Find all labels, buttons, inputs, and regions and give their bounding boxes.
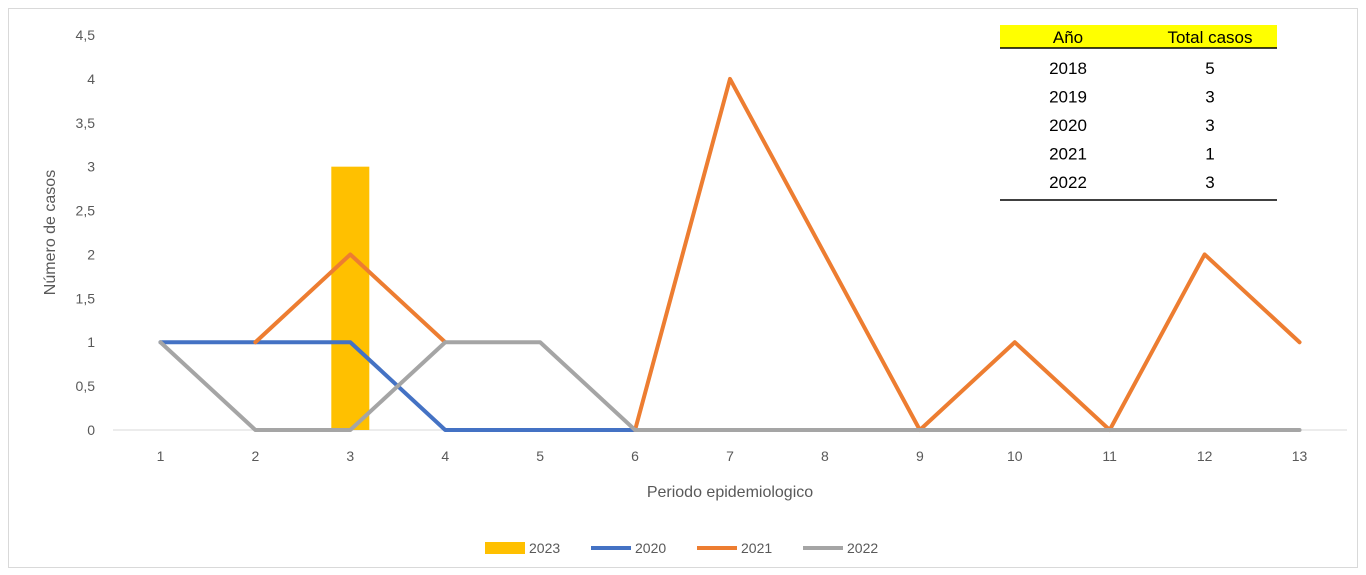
y-tick-label: 3 [87, 159, 95, 175]
x-axis-ticks: 1 2 3 4 5 6 7 8 9 10 11 12 13 [157, 448, 1308, 464]
line-series-2022 [158, 340, 1302, 432]
y-tick-label: 2,5 [76, 203, 96, 219]
x-tick-label: 13 [1292, 448, 1308, 464]
y-tick-label: 2 [87, 246, 95, 262]
table-header-bg [1000, 25, 1277, 48]
legend-swatch [485, 542, 525, 554]
y-tick-label: 4 [87, 71, 95, 87]
line-series-group [158, 76, 1302, 432]
legend-item-2023: 2023 [485, 540, 560, 556]
x-tick-label: 5 [536, 448, 544, 464]
x-tick-label: 8 [821, 448, 829, 464]
y-tick-label: 1,5 [76, 290, 96, 306]
x-tick-label: 9 [916, 448, 924, 464]
y-tick-label: 0,5 [76, 378, 96, 394]
table-row: 2022 3 [1049, 173, 1215, 192]
table-cell-year: 2019 [1049, 88, 1087, 107]
x-tick-label: 3 [346, 448, 354, 464]
table-header-year: Año [1053, 28, 1083, 47]
legend: 2023 2020 2021 2022 [485, 540, 878, 556]
legend-item-2022: 2022 [803, 540, 878, 556]
table-cell-year: 2021 [1049, 145, 1087, 164]
table-cell-total: 3 [1205, 88, 1214, 107]
bar-series-group [331, 166, 370, 430]
legend-label: 2023 [529, 540, 560, 556]
chart-frame [8, 8, 1358, 568]
bar-2023-3 [331, 166, 370, 430]
x-tick-label: 6 [631, 448, 639, 464]
y-tick-label: 0 [87, 422, 95, 438]
y-axis-title: Número de casos [42, 170, 59, 295]
table-cell-total: 1 [1205, 145, 1214, 164]
x-axis-title: Periodo epidemiologico [647, 484, 813, 501]
y-tick-label: 1 [87, 334, 95, 350]
table-cell-total: 3 [1205, 116, 1214, 135]
table-cell-total: 3 [1205, 173, 1214, 192]
legend-label: 2021 [741, 540, 772, 556]
legend-item-2020: 2020 [591, 540, 666, 556]
x-tick-label: 2 [251, 448, 259, 464]
y-axis-ticks: 0 0,5 1 1,5 2 2,5 3 3,5 4 4,5 [76, 27, 96, 438]
inset-table: Año Total casos 2018 5 2019 3 2020 3 2021 1 2022 3 [1000, 25, 1277, 201]
x-tick-label: 10 [1007, 448, 1023, 464]
legend-label: 2022 [847, 540, 878, 556]
x-tick-label: 4 [441, 448, 449, 464]
x-tick-label: 11 [1102, 448, 1117, 464]
table-header-total: Total casos [1167, 28, 1252, 47]
table-row: 2018 5 [1049, 59, 1215, 78]
x-tick-label: 7 [726, 448, 734, 464]
x-tick-label: 1 [157, 448, 165, 464]
y-tick-label: 3,5 [76, 115, 96, 131]
table-row: 2020 3 [1049, 116, 1215, 135]
table-row: 2019 3 [1049, 88, 1215, 107]
y-tick-label: 4,5 [76, 27, 96, 43]
line-series-2021 [633, 76, 1302, 432]
table-cell-total: 5 [1205, 59, 1214, 78]
legend-item-2021: 2021 [697, 540, 772, 556]
legend-label: 2020 [635, 540, 666, 556]
table-cell-year: 2020 [1049, 116, 1087, 135]
line-series-2021 [253, 252, 448, 345]
table-cell-year: 2018 [1049, 59, 1087, 78]
table-cell-year: 2022 [1049, 173, 1087, 192]
x-tick-label: 12 [1197, 448, 1213, 464]
table-row: 2021 1 [1049, 145, 1215, 164]
